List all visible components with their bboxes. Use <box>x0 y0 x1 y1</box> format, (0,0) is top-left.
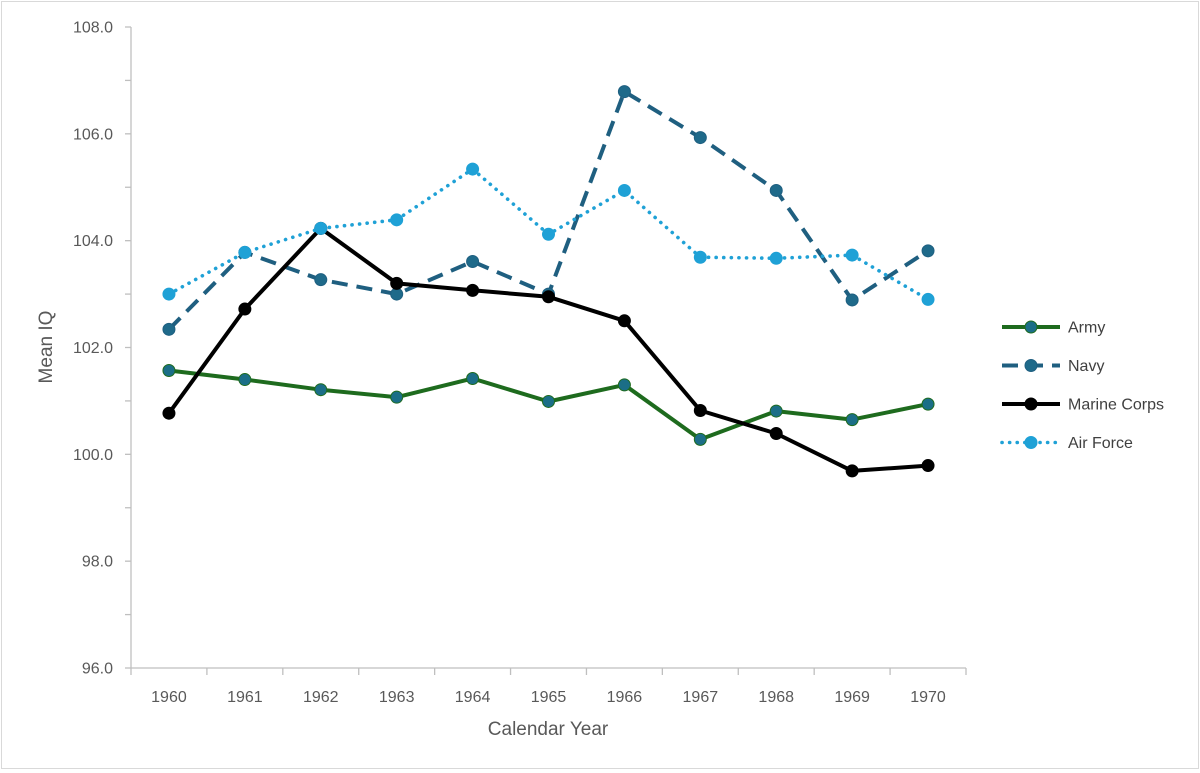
x-tick-label: 1965 <box>531 689 567 706</box>
data-point-army <box>921 397 935 411</box>
data-point-air-force <box>162 287 176 301</box>
x-tick-label: 1964 <box>455 689 491 706</box>
data-point-air-force <box>466 162 480 176</box>
data-point-air-force <box>617 183 631 197</box>
legend-marker-navy <box>1024 359 1038 372</box>
data-point-navy <box>617 85 631 99</box>
legend-item-navy: Navy <box>1002 358 1104 375</box>
y-tick-label: 102.0 <box>73 340 113 357</box>
data-point-air-force <box>314 221 328 235</box>
y-axis-title: Mean IQ <box>36 311 57 384</box>
x-tick-label: 1960 <box>151 689 187 706</box>
data-point-marine-corps <box>693 404 707 418</box>
x-tick-label: 1967 <box>683 689 719 706</box>
series-layer <box>162 85 935 478</box>
legend-item-marine-corps: Marine Corps <box>1002 397 1164 414</box>
data-point-army <box>314 383 328 397</box>
legend-label-army: Army <box>1068 320 1105 337</box>
x-tick-label: 1966 <box>607 689 643 706</box>
series-army <box>162 363 935 446</box>
data-point-air-force <box>769 251 783 265</box>
series-marine-corps <box>162 221 935 478</box>
data-point-marine-corps <box>238 302 252 316</box>
data-point-army <box>238 373 252 387</box>
data-point-air-force <box>693 250 707 264</box>
data-point-marine-corps <box>845 464 859 478</box>
data-point-marine-corps <box>921 459 935 473</box>
legend-marker-air-force <box>1024 436 1038 449</box>
legend-item-air-force: Air Force <box>1000 435 1133 452</box>
data-point-army <box>845 413 859 427</box>
data-point-marine-corps <box>162 406 176 420</box>
data-point-army <box>390 390 404 404</box>
data-point-navy <box>466 254 480 268</box>
data-point-air-force <box>390 213 404 227</box>
y-tick-label: 96.0 <box>82 661 113 678</box>
x-tick-label: 1961 <box>227 689 263 706</box>
data-point-army <box>162 363 176 377</box>
data-point-navy <box>162 322 176 336</box>
legend-label-navy: Navy <box>1068 358 1104 375</box>
data-point-air-force <box>238 245 252 259</box>
legend-marker-army <box>1024 320 1038 334</box>
legend: Army Navy Marine Corps Air Force <box>1000 320 1164 452</box>
legend-item-army: Army <box>1002 320 1105 337</box>
x-axis-title: Calendar Year <box>488 719 609 740</box>
series-line-marine-corps <box>167 226 929 473</box>
y-tick-label: 106.0 <box>73 126 113 143</box>
y-tick-label: 98.0 <box>82 554 113 571</box>
y-tick-label: 100.0 <box>73 447 113 464</box>
data-point-army <box>542 394 555 408</box>
x-tick-label: 1963 <box>379 689 415 706</box>
data-point-navy <box>769 183 783 197</box>
data-point-army <box>466 371 480 385</box>
data-point-marine-corps <box>542 290 555 304</box>
data-point-navy <box>845 293 859 307</box>
data-point-air-force <box>845 248 859 262</box>
legend-marker-marine-corps <box>1024 397 1038 411</box>
data-point-navy <box>921 244 935 258</box>
data-point-marine-corps <box>390 276 404 290</box>
series-air-force <box>162 162 935 306</box>
data-point-marine-corps <box>466 283 480 297</box>
data-point-navy <box>693 131 707 145</box>
y-tick-label: 104.0 <box>73 233 113 250</box>
data-point-air-force <box>542 227 555 241</box>
legend-label-air-force: Air Force <box>1068 435 1133 452</box>
plot-area: 96.0 98.0 100.0 102.0 104.0 106.0 108.0 1960 196… <box>73 20 967 706</box>
y-tick-label: 108.0 <box>73 20 113 37</box>
x-tick-label: 1969 <box>834 689 870 706</box>
data-point-army <box>769 404 783 418</box>
x-tick-label: 1968 <box>758 689 794 706</box>
data-point-marine-corps <box>617 314 631 328</box>
legend-label-marine-corps: Marine Corps <box>1068 397 1164 414</box>
x-tick-label: 1970 <box>910 689 946 706</box>
data-point-navy <box>314 273 328 287</box>
x-tick-label: 1962 <box>303 689 339 706</box>
data-point-army <box>617 378 631 392</box>
data-point-marine-corps <box>769 427 783 441</box>
data-point-army <box>693 432 707 446</box>
data-point-air-force <box>921 292 935 306</box>
